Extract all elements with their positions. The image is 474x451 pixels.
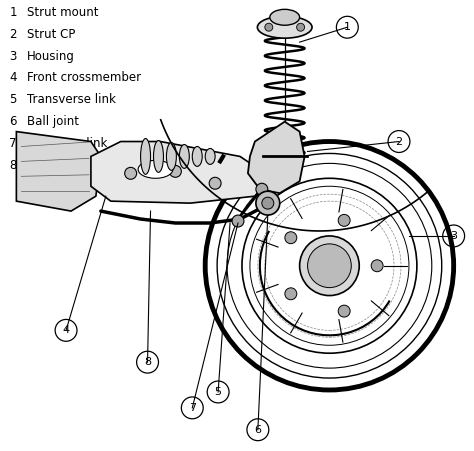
Circle shape <box>169 166 182 177</box>
Text: Strut CP: Strut CP <box>27 28 76 41</box>
Ellipse shape <box>141 138 151 175</box>
Circle shape <box>256 191 280 215</box>
Circle shape <box>285 232 297 244</box>
Text: Strut mount: Strut mount <box>27 6 99 19</box>
Text: 2: 2 <box>9 28 17 41</box>
Circle shape <box>232 215 244 227</box>
Text: 4: 4 <box>9 71 17 84</box>
Text: 7: 7 <box>189 403 196 413</box>
Text: 6: 6 <box>255 425 261 435</box>
Circle shape <box>285 288 297 300</box>
Polygon shape <box>91 142 270 203</box>
Ellipse shape <box>257 16 312 38</box>
Text: Housing: Housing <box>27 50 75 63</box>
Text: 4: 4 <box>63 325 70 336</box>
Circle shape <box>262 197 274 209</box>
Polygon shape <box>17 132 101 211</box>
Ellipse shape <box>138 161 173 178</box>
Circle shape <box>209 177 221 189</box>
Ellipse shape <box>154 141 164 172</box>
Text: 5: 5 <box>9 93 17 106</box>
Circle shape <box>308 244 351 288</box>
Text: 3: 3 <box>9 50 17 63</box>
Circle shape <box>256 183 268 195</box>
Circle shape <box>300 236 359 295</box>
Text: 5: 5 <box>215 387 222 397</box>
Circle shape <box>125 167 137 179</box>
Text: Transverse link: Transverse link <box>27 93 116 106</box>
Text: Stabilizer link: Stabilizer link <box>27 137 108 150</box>
Text: Front crossmember: Front crossmember <box>27 71 141 84</box>
Text: Stabilizer: Stabilizer <box>27 159 83 172</box>
Text: 3: 3 <box>450 231 457 241</box>
Text: 6: 6 <box>9 115 17 128</box>
Text: 7: 7 <box>9 137 17 150</box>
Circle shape <box>338 305 350 317</box>
Ellipse shape <box>270 9 300 25</box>
Text: 8: 8 <box>144 357 151 367</box>
Text: 1: 1 <box>9 6 17 19</box>
Circle shape <box>265 23 273 31</box>
Text: 8: 8 <box>9 159 17 172</box>
Ellipse shape <box>166 143 176 170</box>
Circle shape <box>338 214 350 226</box>
Text: 1: 1 <box>344 22 351 32</box>
Ellipse shape <box>179 144 189 168</box>
Ellipse shape <box>192 147 202 166</box>
Circle shape <box>297 23 305 31</box>
Text: Ball joint: Ball joint <box>27 115 79 128</box>
Text: 2: 2 <box>395 137 402 147</box>
Polygon shape <box>248 122 305 193</box>
Circle shape <box>371 260 383 272</box>
Ellipse shape <box>205 148 215 164</box>
